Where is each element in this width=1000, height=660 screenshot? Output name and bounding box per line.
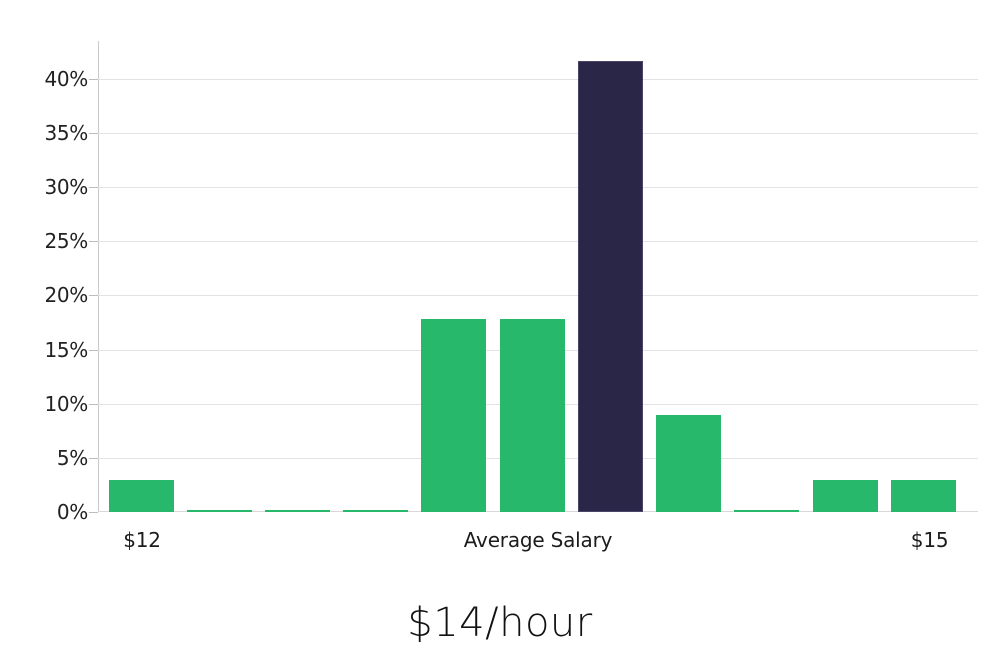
y-axis-tick-label: 20%: [44, 283, 88, 308]
y-axis-tick-mark: [89, 241, 98, 243]
plot-area: [98, 41, 978, 512]
bar[interactable]: [421, 319, 487, 512]
y-axis-tick-label: 35%: [44, 121, 88, 146]
y-axis-tick-mark: [89, 512, 98, 513]
x-axis-tick-label: $15: [910, 528, 949, 552]
y-axis-tick-label: 30%: [44, 175, 88, 200]
bar-series: [98, 41, 978, 512]
y-axis-tick-mark: [89, 457, 98, 459]
chart-caption: $14/hour: [407, 600, 593, 646]
bar[interactable]: [499, 319, 565, 512]
y-axis-tick-label: 15%: [44, 337, 88, 362]
bar[interactable]: [656, 414, 722, 512]
bar[interactable]: [186, 510, 252, 512]
y-axis-tick-label: 40%: [44, 66, 88, 91]
bar[interactable]: [343, 510, 409, 512]
y-axis-tick-mark: [89, 78, 98, 80]
y-axis-tick-mark: [89, 295, 98, 297]
x-axis-tick-label: $12: [123, 528, 161, 552]
y-axis-tick-mark: [89, 349, 98, 351]
bar[interactable]: [890, 479, 956, 512]
y-axis-tick-mark: [89, 187, 98, 189]
bar[interactable]: [734, 510, 800, 512]
y-axis-tick-labels: 0% 5% 10% 15% 20% 25% 30% 35% 40%: [0, 0, 88, 660]
y-axis-tick-label: 25%: [44, 229, 88, 254]
y-axis-tick-label: 0%: [56, 500, 88, 524]
bar[interactable]: [577, 60, 643, 512]
y-axis-tick-label: 5%: [56, 445, 88, 470]
y-axis-line: [98, 41, 99, 512]
x-axis-tick-label: Average Salary: [463, 528, 613, 552]
y-axis-tick-mark: [89, 133, 98, 135]
bar[interactable]: [812, 479, 878, 512]
y-axis-tick-mark: [89, 403, 98, 405]
y-axis-tick-label: 10%: [44, 391, 88, 416]
bar[interactable]: [108, 479, 174, 512]
bar[interactable]: [264, 510, 330, 512]
